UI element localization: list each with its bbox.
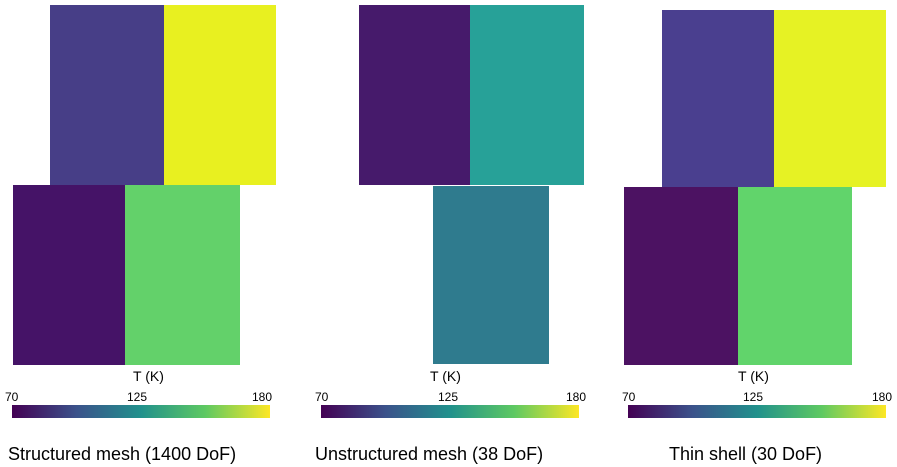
colorbar-mid-label: 125 <box>127 390 148 404</box>
colorbar <box>628 405 886 418</box>
top-block-cold-region <box>50 5 164 185</box>
colorbar-min-label: 70 <box>5 390 19 404</box>
colorbar <box>12 405 270 418</box>
colorbar-mid-label: 125 <box>743 390 764 404</box>
colorbar-max-label: 180 <box>252 390 273 404</box>
top-block-hot-region <box>164 5 276 185</box>
panel-thin-shell: T (K) 70 125 180 Thin shell (30 DoF) <box>598 0 897 467</box>
colorbar <box>321 405 579 418</box>
bottom-block-hot-region <box>125 185 240 365</box>
panel-caption: Unstructured mesh (38 DoF) <box>315 444 544 464</box>
panel-caption: Thin shell (30 DoF) <box>669 444 823 464</box>
colorbar-title: T (K) <box>738 368 769 384</box>
top-block-hot-region <box>470 5 584 185</box>
colorbar-min-label: 70 <box>622 390 636 404</box>
colorbar-min-label: 70 <box>315 390 329 404</box>
panel-structured-mesh: T (K) 70 125 180 Structured mesh (1400 D… <box>0 0 299 467</box>
top-block-cold-region <box>359 5 470 185</box>
panel-unstructured-mesh: T (K) 70 125 180 Unstructured mesh (38 D… <box>299 0 598 467</box>
bottom-block-cold-region <box>624 187 738 365</box>
colorbar-title: T (K) <box>133 368 164 384</box>
top-block-hot-region <box>774 10 886 187</box>
colorbar-title: T (K) <box>430 368 461 384</box>
bottom-block-uniform-region <box>433 186 549 364</box>
colorbar-max-label: 180 <box>872 390 893 404</box>
top-block-cold-region <box>662 10 774 187</box>
colorbar-mid-label: 125 <box>438 390 459 404</box>
colorbar-max-label: 180 <box>566 390 587 404</box>
bottom-block-hot-region <box>738 187 852 365</box>
bottom-block-cold-region <box>13 185 125 365</box>
panel-caption: Structured mesh (1400 DoF) <box>8 444 237 464</box>
